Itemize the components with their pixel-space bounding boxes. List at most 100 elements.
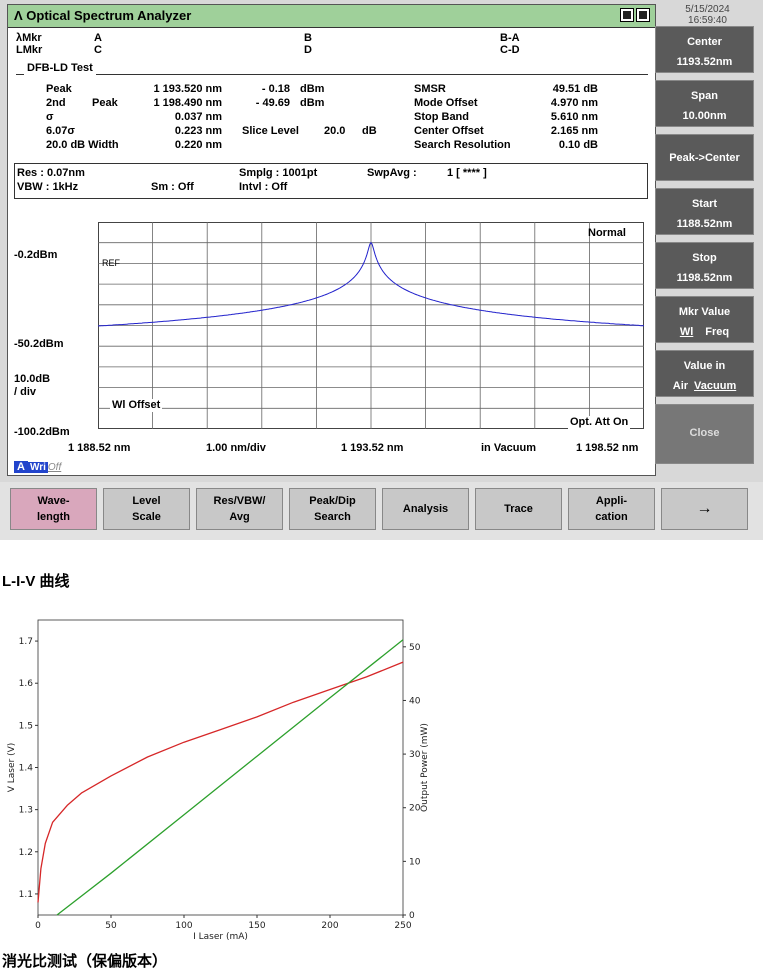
peak-label: Peak <box>46 83 72 95</box>
interval-setting: Intvl : Off <box>239 181 288 193</box>
level-scale-menu-button[interactable]: Level Scale <box>103 488 190 530</box>
x-tick-label: 100 <box>175 921 192 931</box>
smsr-label: SMSR <box>414 83 446 95</box>
freq-option[interactable]: Freq <box>705 326 730 338</box>
vbw-setting: VBW : 1kHz <box>17 181 79 193</box>
sigma6-value: 0.223 nm <box>174 125 222 137</box>
peak-to-center-softkey[interactable]: Peak->Center <box>655 134 754 181</box>
osa-screen: 5/15/2024 16:59:40 Λ Optical Spectrum An… <box>0 0 763 540</box>
sampling-setting: Smplg : 1001pt <box>239 167 318 179</box>
maximize-icon[interactable] <box>636 8 650 22</box>
span-softkey[interactable]: Span 10.00nm <box>655 80 754 127</box>
date-text: 5/15/2024 <box>685 4 730 15</box>
analysis-menu-button[interactable]: Analysis <box>382 488 469 530</box>
marker-value-softkey[interactable]: Mkr Value Wl Freq <box>655 296 754 343</box>
close-softkey[interactable]: Close <box>655 404 754 464</box>
value-in-softkey[interactable]: Value in Air Vacuum <box>655 350 754 397</box>
second-label: 2nd <box>46 97 66 109</box>
mode-offset-value: 4.970 nm <box>550 97 598 109</box>
second-peak-label: Peak <box>92 97 118 109</box>
resolution-setting: Res : 0.07nm <box>17 167 85 179</box>
y-tick-label: 1.4 <box>19 764 34 774</box>
sweep-avg-label: SwpAvg : <box>367 167 417 179</box>
slice-level-label: Slice Level <box>242 125 299 137</box>
ref-label: REF <box>102 258 120 268</box>
spectrum-svg <box>98 222 644 429</box>
trace-a-badge: A <box>14 461 28 473</box>
datetime-display: 5/15/2024 16:59:40 <box>660 4 755 26</box>
wl-option[interactable]: Wl <box>679 326 694 338</box>
slice-level-unit: dB <box>362 125 377 137</box>
wavelength-menu-button[interactable]: Wave-length <box>10 488 97 530</box>
liv-chart-svg: 0 50 100 150 200 250 1.1 1.2 1.3 1.4 1.5 1.6 1.7 0 10 2… <box>7 619 430 942</box>
analyzer-window: Λ Optical Spectrum Analyzer λMkr LMkr A … <box>7 4 656 476</box>
air-option[interactable]: Air <box>672 380 689 392</box>
center-offset-label: Center Offset <box>414 125 484 137</box>
y2-tick-label: 50 <box>409 643 421 653</box>
arrow-right-icon: → <box>696 500 713 517</box>
next-menu-button[interactable]: → <box>661 488 748 530</box>
minimize-icon[interactable] <box>620 8 634 22</box>
center-offset-value: 2.165 nm <box>550 125 598 137</box>
peak-power: - 0.18 <box>261 83 290 95</box>
application-menu-button[interactable]: Appli-cation <box>568 488 655 530</box>
marker-b: B <box>304 32 312 44</box>
x-start: 1 188.52 nm <box>68 442 131 454</box>
x-stop: 1 198.52 nm <box>576 442 639 454</box>
y-ref-level: -0.2dBm <box>14 249 58 261</box>
trace-menu-button[interactable]: Trace <box>475 488 562 530</box>
opt-att-label: Opt. Att On <box>568 416 631 429</box>
y-mid-level: -50.2dBm <box>14 338 64 350</box>
marker-c-minus-d: C-D <box>500 44 520 56</box>
chart-frame <box>37 619 404 916</box>
peak-power-unit: dBm <box>300 83 325 95</box>
second-wavelength: 1 198.490 nm <box>153 97 223 109</box>
liv-section-title: L-I-V 曲线 <box>2 573 70 590</box>
start-softkey[interactable]: Start 1188.52nm <box>655 188 754 235</box>
y-scale-per-div: / div <box>14 386 37 398</box>
y-tick-label: 1.7 <box>19 637 33 647</box>
x-tick-label: 150 <box>248 921 265 931</box>
y-tick-label: 1.3 <box>19 806 33 816</box>
marker-c: C <box>94 44 102 56</box>
x-medium: in Vacuum <box>481 442 537 454</box>
peak-dip-search-menu-button[interactable]: Peak/Dip Search <box>289 488 376 530</box>
center-softkey[interactable]: Center 1193.52nm <box>655 26 754 73</box>
display-mode: Normal <box>588 227 626 239</box>
y2-tick-label: 30 <box>409 750 421 760</box>
x-axis-label: I Laser (mA) <box>193 932 248 942</box>
vacuum-option[interactable]: Vacuum <box>694 380 737 392</box>
test-name: DFB-LD Test <box>24 62 96 75</box>
power-series-line <box>56 639 404 916</box>
res-vbw-avg-menu-button[interactable]: Res/VBW/Avg <box>196 488 283 530</box>
y-tick-label: 1.2 <box>19 848 33 858</box>
sweep-avg-value: 1 [ **** ] <box>447 167 487 179</box>
test-divider <box>16 74 648 75</box>
y-tick-label: 1.1 <box>19 890 33 900</box>
spectrum-plot[interactable]: Normal REF Wl Offset Opt. Att On <box>98 222 644 429</box>
y-bottom-level: -100.2dBm <box>14 426 70 438</box>
y-tick-label: 1.6 <box>19 679 34 689</box>
slice-level-value: 20.0 <box>324 125 346 137</box>
x-tick-label: 0 <box>35 921 41 931</box>
x-per-div: 1.00 nm/div <box>206 442 266 454</box>
y-axis-label: V Laser (V) <box>7 743 17 793</box>
x-tick-label: 200 <box>321 921 338 931</box>
x-tick-label: 50 <box>105 921 117 931</box>
smoothing-setting: Sm : Off <box>151 181 194 193</box>
y2-tick-label: 20 <box>409 804 421 814</box>
y2-tick-label: 40 <box>409 696 421 706</box>
sigma-value: 0.037 nm <box>174 111 222 123</box>
trace-indicator: A Wri Off <box>14 457 61 473</box>
y2-axis-label: Output Power (mW) <box>420 723 430 812</box>
y2-tick-label: 0 <box>409 911 415 921</box>
window-titlebar[interactable]: Λ Optical Spectrum Analyzer <box>8 5 655 28</box>
second-power: - 49.69 <box>255 97 290 109</box>
l-marker-label: LMkr <box>16 44 43 56</box>
second-power-unit: dBm <box>300 97 325 109</box>
lambda-marker-label: λMkr <box>16 32 42 44</box>
stop-softkey[interactable]: Stop 1198.52nm <box>655 242 754 289</box>
time-text: 16:59:40 <box>688 15 727 26</box>
search-resolution-label: Search Resolution <box>414 139 511 151</box>
x-tick-label: 250 <box>394 921 411 931</box>
